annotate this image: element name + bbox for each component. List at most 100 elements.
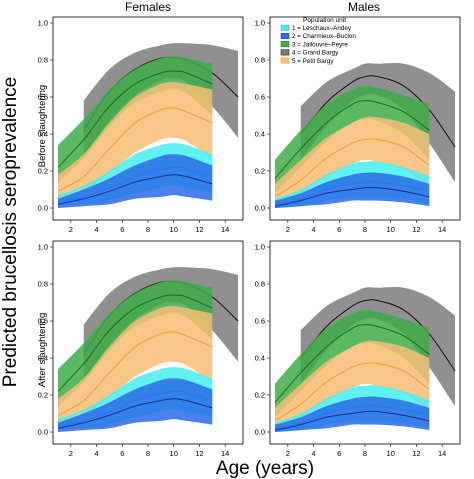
legend-label: 3 = Jallouvre–Peyre xyxy=(292,41,348,48)
y-tick-label: 0.4 xyxy=(255,130,265,139)
ci-band-series-2 xyxy=(275,396,430,432)
y-tick-label: 1.0 xyxy=(255,19,265,28)
y-tick-label: 0.8 xyxy=(255,56,265,65)
ci-band-series-2 xyxy=(58,154,213,208)
ci-band-series-5 xyxy=(58,82,213,201)
ci-band-series-2 xyxy=(58,378,213,432)
column-title-males: Males xyxy=(348,0,380,14)
y-tick-label: 0.4 xyxy=(38,130,48,139)
y-tick-label: 0.2 xyxy=(255,167,265,176)
y-tick-label: 0.6 xyxy=(255,93,265,102)
panel-females-after: 2 4 6 8 10 12 14 0.0 0.2 0.4 0.6 0.8 1.0 xyxy=(38,240,244,458)
x-tick-label: 8 xyxy=(146,225,150,234)
mean-line-series-5 xyxy=(57,331,213,416)
mean-line-series-2 xyxy=(57,174,213,205)
x-tick-label: 10 xyxy=(170,449,178,458)
ci-band-series-4 xyxy=(300,287,455,407)
x-tick-label: 12 xyxy=(195,225,203,234)
mean-line-series-3 xyxy=(274,100,430,179)
row-label-after-slaughtering: After slaughtering xyxy=(37,313,48,387)
legend-label: 5 = Petit Bargy xyxy=(292,58,334,65)
x-tick-label: 2 xyxy=(69,225,73,234)
x-tick-label: 6 xyxy=(120,449,124,458)
y-tick-label: 0.2 xyxy=(38,167,48,176)
x-tick-label: 8 xyxy=(363,225,367,234)
x-tick-label: 8 xyxy=(363,449,367,458)
x-tick-label: 14 xyxy=(221,449,229,458)
mean-line-series-2 xyxy=(57,398,213,429)
ci-band-series-2 xyxy=(275,172,430,208)
x-tick-label: 12 xyxy=(412,449,420,458)
x-tick-label: 10 xyxy=(170,225,178,234)
x-tick-label: 6 xyxy=(337,449,341,458)
mean-line-series-5 xyxy=(274,362,430,422)
legend-item-3: 3 = Jallouvre–Peyre xyxy=(280,41,348,48)
x-tick-label: 4 xyxy=(94,449,98,458)
mean-line-series-5 xyxy=(274,138,430,198)
legend-swatch xyxy=(280,24,290,31)
x-tick-label: 2 xyxy=(286,449,290,458)
plot-area xyxy=(57,267,239,432)
x-tick-label: 2 xyxy=(69,449,73,458)
x-tick-label: 14 xyxy=(221,225,229,234)
ci-band-series-3 xyxy=(275,309,430,418)
y-tick-label: 1.0 xyxy=(38,243,48,252)
x-tick-label: 10 xyxy=(387,449,395,458)
y-tick-label: 0.8 xyxy=(38,280,48,289)
x-tick-label: 14 xyxy=(438,225,446,234)
legend-swatch xyxy=(280,49,290,56)
legend-label: 1 = Leschaux–Andey xyxy=(292,25,352,32)
legend-label: 2 = Charmieux–Buclon xyxy=(292,33,356,40)
panel-females-before: 2 4 6 8 10 12 14 0.0 0.2 0.4 0.6 0.8 1.0 xyxy=(38,16,244,234)
legend-item-2: 2 = Charmieux–Buclon xyxy=(280,32,356,40)
y-tick-label: 0.4 xyxy=(38,354,48,363)
plot-area xyxy=(274,63,456,208)
y-tick-label: 1.0 xyxy=(38,19,48,28)
legend-label: 4 = Grand Bargy xyxy=(292,50,339,57)
x-tick-label: 10 xyxy=(387,225,395,234)
ci-band-series-4 xyxy=(300,63,455,183)
y-tick-label: 1.0 xyxy=(255,243,265,252)
figure-y-axis-label: Predicted brucellosis seroprevalence xyxy=(0,77,21,388)
plot-area xyxy=(57,43,239,208)
row-label-before-slaughtering: Before slaughtering xyxy=(37,85,48,167)
y-tick-label: 0.2 xyxy=(38,391,48,400)
mean-line-series-2 xyxy=(274,186,430,207)
x-tick-label: 6 xyxy=(120,225,124,234)
x-tick-label: 4 xyxy=(311,225,315,234)
ci-band-series-5 xyxy=(58,306,213,425)
x-tick-label: 14 xyxy=(438,449,446,458)
y-tick-label: 0.2 xyxy=(255,391,265,400)
column-title-females: Females xyxy=(125,0,171,14)
y-tick-label: 0.6 xyxy=(255,317,265,326)
y-tick-label: 0.8 xyxy=(255,280,265,289)
legend-item-4: 4 = Grand Bargy xyxy=(280,49,339,57)
y-tick-label: 0.0 xyxy=(38,204,48,213)
y-tick-label: 0.0 xyxy=(255,204,265,213)
y-tick-label: 0.0 xyxy=(38,428,48,437)
panel-males-after: 2 4 6 8 10 12 14 0.0 0.2 0.4 0.6 0.8 1.0 xyxy=(255,240,461,458)
x-tick-label: 4 xyxy=(311,449,315,458)
y-tick-label: 0.8 xyxy=(38,56,48,65)
x-tick-label: 8 xyxy=(146,449,150,458)
mean-line-series-5 xyxy=(57,107,213,192)
y-tick-label: 0.6 xyxy=(38,93,48,102)
legend-item-5: 5 = Petit Bargy xyxy=(280,57,334,65)
mean-line-series-3 xyxy=(57,70,213,168)
y-tick-label: 0.6 xyxy=(38,317,48,326)
ci-band-series-3 xyxy=(275,85,430,194)
panel-males-before: 2 4 6 8 10 12 14 0.0 0.2 0.4 0.6 0.8 1.0 xyxy=(255,16,461,234)
legend-title: Population unit xyxy=(303,17,346,24)
x-tick-label: 6 xyxy=(337,225,341,234)
x-tick-label: 12 xyxy=(195,449,203,458)
figure-x-axis-label: Age (years) xyxy=(216,458,314,479)
x-tick-label: 2 xyxy=(286,225,290,234)
y-tick-label: 0.0 xyxy=(255,428,265,437)
mean-line-series-3 xyxy=(274,324,430,403)
legend-swatch xyxy=(280,41,290,48)
mean-line-series-3 xyxy=(57,294,213,392)
x-tick-label: 12 xyxy=(412,225,420,234)
plot-area xyxy=(274,287,456,432)
